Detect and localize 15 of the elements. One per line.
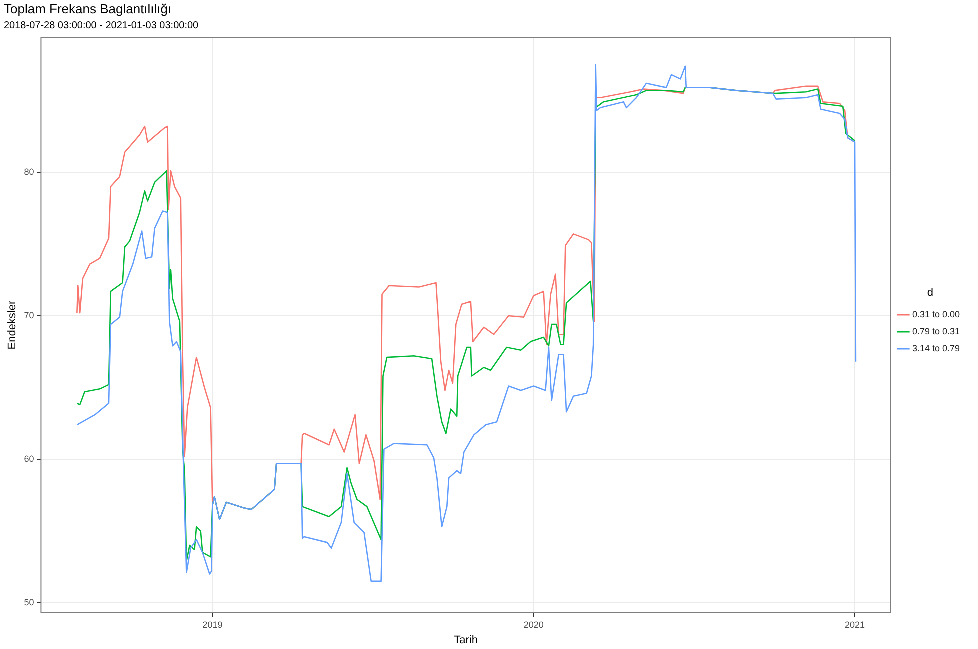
x-tick-label: 2020 xyxy=(524,620,544,630)
y-axis-title: Endeksler xyxy=(6,300,19,350)
legend-label: 0.79 to 0.31 xyxy=(912,326,960,337)
chart-title: Toplam Frekans Baglantılılığı xyxy=(4,1,172,16)
x-axis-title: Tarih xyxy=(454,634,478,646)
legend-title: d xyxy=(927,286,934,299)
legend-label: 0.31 to 0.00 xyxy=(912,310,960,320)
y-tick-label: 50 xyxy=(24,597,34,608)
y-tick-label: 80 xyxy=(24,166,34,177)
y-tick-label: 70 xyxy=(24,310,34,320)
x-tick-label: 2019 xyxy=(202,620,223,630)
y-tick-label: 60 xyxy=(24,454,34,464)
legend-label: 3.14 to 0.79 xyxy=(912,344,960,354)
x-tick-label: 2021 xyxy=(844,620,866,630)
chart-subtitle: 2018-07-28 03:00:00 - 2021-01-03 03:00:00 xyxy=(4,20,200,32)
